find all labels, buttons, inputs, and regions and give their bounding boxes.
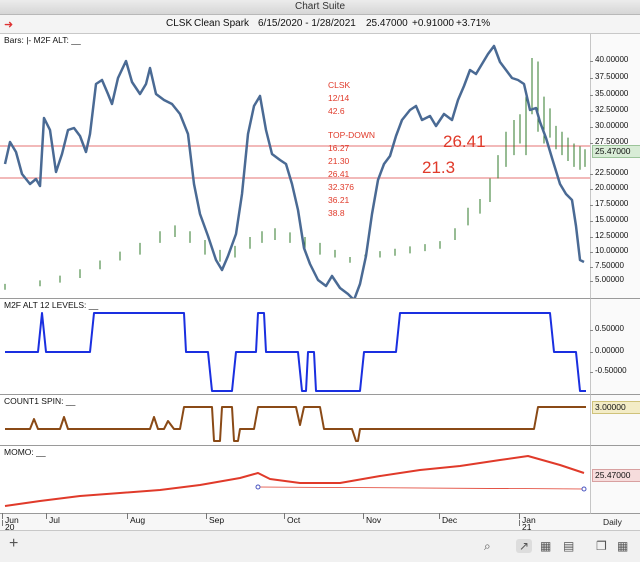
levels-tick: -0.50000 [590,366,627,375]
momo-pane[interactable]: MOMO: __ [0,446,590,514]
price-tick: 5.00000 [590,275,624,284]
price-tick: 12.50000 [589,231,629,240]
month-aug: Aug [126,513,146,525]
price-tick: 35.00000 [589,89,629,98]
month-nov: Nov [362,513,382,525]
month-sep: Sep [205,513,225,525]
spin-line [5,406,586,442]
price-change-pct: +3.71% [456,18,491,29]
price-tick: 7.50000 [590,261,624,270]
month-oct: Oct [283,513,301,525]
last-price: 25.47000 [366,18,408,29]
annotation-topdown: TOP-DOWN [328,130,376,140]
month-dec: Dec [438,513,458,525]
levels-pane[interactable]: M2F ALT 12 LEVELS: __ [0,299,590,395]
price-tick: 20.00000 [589,183,629,192]
spin-pane-label: COUNT1 SPIN: __ [4,396,76,406]
trendline-anchor-start [255,484,261,490]
momo-last-value: 25.47000 [592,469,640,482]
levels-tick: 0.50000 [590,324,624,333]
spin-pane[interactable]: COUNT1 SPIN: __ [0,395,590,446]
year-20: 20 [1,520,15,532]
price-tick: 30.00000 [589,121,629,130]
trendline-anchor-end [581,486,587,492]
back-arrow-icon[interactable]: ➜ [4,19,14,31]
window-title: Chart Suite [0,0,640,15]
price-pane-label: Bars: |- M2F ALT: __ [4,35,81,45]
price-pane[interactable]: Bars: |- M2F ALT: __ CLSK 12/14 42.6 TOP… [0,34,590,299]
month-jul: Jul [46,513,60,525]
search-icon[interactable]: ⌕ [484,539,491,553]
symbol-ticker: CLSK [166,18,193,29]
grid-icon[interactable]: ▦ [617,539,629,553]
add-icon[interactable]: + [9,535,19,552]
price-scale[interactable]: 40.00000 37.50000 35.00000 32.50000 30.0… [589,34,640,299]
levels-tick: 0.00000 [590,346,624,355]
line-chart-icon[interactable]: ↗ [516,539,533,553]
level-label-21: 21.3 [422,158,456,177]
price-tick: 22.50000 [589,168,629,177]
bottom-toolbar: + ⌕ ↗ ▦ ▤ ❐ ▦ [0,531,640,562]
annotation-level-6: 38.8 [328,208,345,218]
price-tick: 15.00000 [589,215,629,224]
price-tick: 17.50000 [589,199,629,208]
level-label-26: 26.41 [443,132,486,151]
annotation-level-5: 36.21 [328,195,350,205]
m2f-alt-line [3,44,585,298]
annotation-high: 42.6 [328,106,345,116]
annotation-date: 12/14 [328,93,350,103]
annotation-level-4: 32.376 [328,182,354,192]
momo-scale[interactable]: 25.47000 [590,446,640,514]
year-21: 21 [518,520,532,532]
price-tick: 32.50000 [589,105,629,114]
period-selector[interactable]: Daily [603,517,622,527]
momo-chart [4,455,587,507]
levels-pane-label: M2F ALT 12 LEVELS: __ [4,300,99,310]
annotation-level-1: 16.27 [328,143,350,153]
month-jan: Jan [519,513,536,525]
book-icon[interactable]: ❐ [596,539,607,553]
price-tick: 27.50000 [589,137,629,146]
panel-icon[interactable]: ▤ [563,539,575,553]
momo-trendline [257,486,585,490]
price-tick: 37.50000 [589,72,629,81]
annotation-level-3: 26.41 [328,169,350,179]
price-tick: 40.00000 [589,55,629,64]
symbol-name: Clean Spark [194,18,250,29]
spin-scale[interactable]: 3.00000 [590,395,640,446]
symbol-info-bar: ➜ CLSK Clean Spark 6/15/2020 - 1/28/2021… [0,15,640,34]
price-last-value: 25.47000 [592,145,640,158]
momo-pane-label: MOMO: __ [4,447,46,457]
momo-line [4,455,585,507]
date-range: 6/15/2020 - 1/28/2021 [258,18,356,29]
levels-scale[interactable]: 0.50000 0.00000 -0.50000 [590,299,640,395]
levels-chart [5,312,586,392]
date-axis[interactable]: Jun 20 Jul Aug Sep Oct Nov Dec Jan 21 Da… [0,513,640,532]
annotation-clsk: CLSK [328,80,351,90]
price-change: +0.91000 [412,18,454,29]
price-chart [0,44,590,298]
spin-last-value: 3.00000 [592,401,640,414]
levels-line [5,312,586,392]
bar-chart-icon[interactable]: ▦ [540,539,552,553]
price-tick: 10.00000 [589,246,629,255]
month-jun: Jun [2,513,19,525]
spin-chart [5,406,586,442]
annotation-level-2: 21.30 [328,156,350,166]
